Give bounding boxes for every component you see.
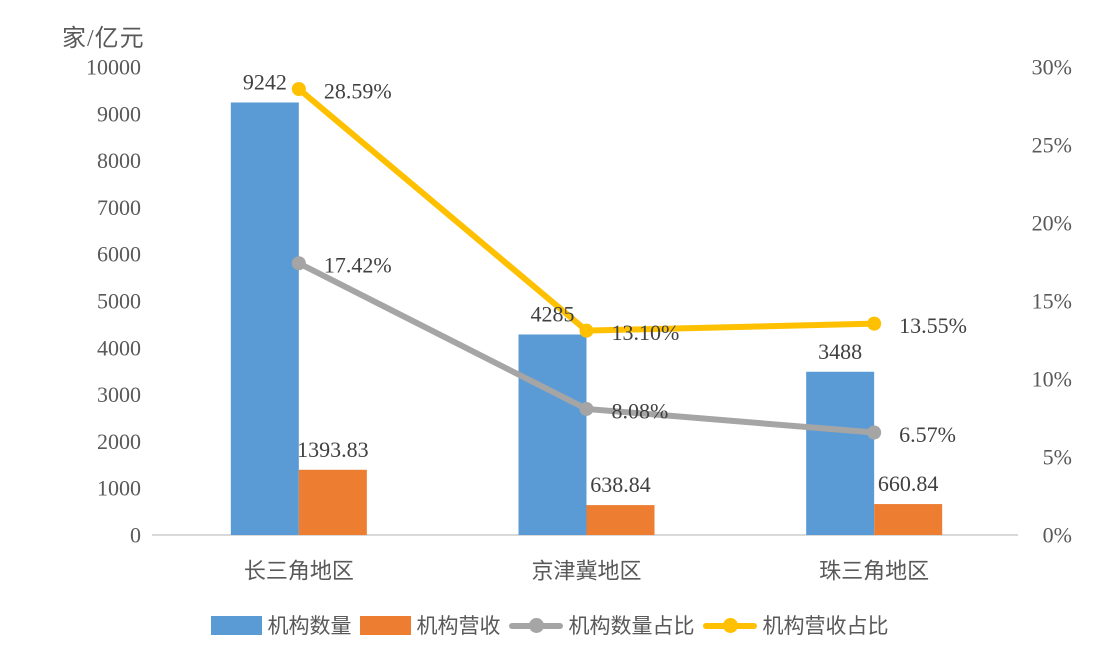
point-value-label-institution-count-share: 17.42%: [324, 253, 392, 278]
bar-value-label-institution-revenue: 1393.83: [297, 437, 369, 462]
left-axis-tick: 4000: [97, 335, 141, 360]
left-axis-tick: 7000: [97, 195, 141, 220]
left-axis-tick: 1000: [97, 476, 141, 501]
bar-institution-revenue: [586, 505, 655, 535]
point-value-label-institution-count-share: 6.57%: [899, 422, 956, 447]
left-axis-tick: 9000: [97, 101, 141, 126]
legend-item-institution-revenue: 机构营收: [359, 610, 501, 640]
point-value-label-institution-count-share: 8.08%: [612, 398, 669, 423]
left-axis-tick: 5000: [97, 289, 141, 314]
point-value-label-institution-revenue-share: 13.10%: [612, 320, 680, 345]
left-axis-tick: 2000: [97, 429, 141, 454]
left-axis-tick: 3000: [97, 382, 141, 407]
bar-value-label-institution-revenue: 638.84: [590, 472, 651, 497]
point-institution-count-share: [579, 401, 594, 416]
point-institution-count-share: [291, 256, 306, 271]
bar-institution-count: [518, 334, 587, 535]
point-value-label-institution-revenue-share: 13.55%: [899, 313, 967, 338]
bar-institution-count: [230, 102, 299, 536]
left-axis-tick: 8000: [97, 148, 141, 173]
category-label: 珠三角地区: [819, 559, 929, 584]
right-axis-tick: 30%: [1032, 55, 1072, 80]
legend-line-marker-icon: [508, 616, 563, 635]
point-value-label-institution-revenue-share: 28.59%: [324, 78, 392, 103]
bar-value-label-institution-count: 9242: [243, 69, 287, 94]
right-axis-tick: 10%: [1032, 367, 1072, 392]
legend-line-marker-icon: [702, 616, 757, 635]
bar-institution-revenue: [874, 504, 943, 535]
bar-value-label-institution-count: 3488: [818, 339, 862, 364]
left-axis-title: 家/亿元: [62, 26, 145, 52]
left-axis-tick: 0: [130, 523, 141, 548]
legend-label: 机构数量占比: [568, 614, 695, 638]
bar-value-label-institution-count: 4285: [531, 301, 575, 326]
legend-bar-swatch-icon: [359, 615, 411, 635]
legend: 机构数量 机构营收 机构数量占比 机构营收占比: [0, 610, 1099, 640]
bar-institution-count: [806, 371, 875, 535]
legend-item-institution-count-share: 机构数量占比: [508, 610, 695, 640]
legend-item-institution-count: 机构数量: [210, 610, 352, 640]
right-axis-tick: 15%: [1032, 289, 1072, 314]
right-axis-tick: 20%: [1032, 211, 1072, 236]
left-axis-tick: 6000: [97, 242, 141, 267]
right-axis-tick: 0%: [1043, 523, 1072, 548]
category-label: 长三角地区: [244, 559, 354, 584]
trend-line-institution-revenue-share: [295, 85, 878, 334]
bar-value-label-institution-revenue: 660.84: [878, 471, 939, 496]
legend-bar-swatch-icon: [210, 615, 262, 635]
point-institution-count-share: [867, 425, 882, 440]
right-axis-tick: 5%: [1043, 445, 1072, 470]
legend-item-institution-revenue-share: 机构营收占比: [702, 610, 889, 640]
category-label: 京津冀地区: [531, 559, 641, 584]
right-axis-tick: 25%: [1032, 133, 1072, 158]
legend-point-dot-icon: [528, 617, 544, 633]
left-axis-tick: 10000: [86, 55, 141, 80]
point-institution-revenue-share: [579, 323, 594, 338]
legend-label: 机构营收: [416, 614, 501, 638]
point-institution-revenue-share: [867, 316, 882, 331]
legend-point-dot-icon: [722, 617, 738, 633]
point-institution-revenue-share: [291, 81, 306, 96]
legend-label: 机构数量: [267, 614, 352, 638]
legend-label: 机构营收占比: [762, 614, 889, 638]
bar-institution-revenue: [298, 469, 367, 535]
